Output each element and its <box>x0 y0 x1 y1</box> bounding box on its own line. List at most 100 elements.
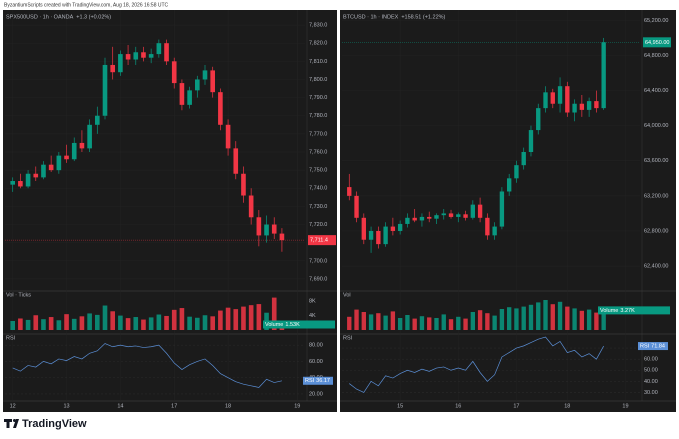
candle-body <box>354 195 359 218</box>
candle-body <box>279 233 285 241</box>
candle-body <box>48 164 54 171</box>
volume-bar <box>543 300 548 330</box>
rsi-title: RSI <box>343 335 353 341</box>
last-price-label: 7,711.4 <box>310 238 328 244</box>
volume-bar <box>456 316 461 330</box>
volume-last-label: 1.53K <box>285 322 300 328</box>
volume-bar <box>463 318 468 330</box>
x-tick-label: 13 <box>63 403 69 409</box>
volume-name: Volume <box>600 308 618 314</box>
candle-body <box>448 213 454 217</box>
y-tick-label: 7,740.0 <box>309 186 327 192</box>
tradingview-logo <box>4 419 19 428</box>
y-tick-label: 7,750.0 <box>309 168 327 174</box>
candle-body <box>601 42 606 109</box>
candle-body <box>506 178 512 192</box>
volume-bar <box>347 316 352 330</box>
candle-body <box>95 115 100 125</box>
candle-body <box>79 142 85 149</box>
candle-body <box>485 217 490 236</box>
volume-bar <box>448 319 454 330</box>
volume-bar <box>354 309 359 330</box>
volume-bar <box>79 316 85 330</box>
rsi-last-name: RSI <box>305 378 315 384</box>
candle-body <box>218 92 223 125</box>
x-tick-label: 14 <box>117 403 123 409</box>
volume-bar <box>550 304 555 330</box>
chart-title: SPX500USD · 1h · OANDA <box>6 14 74 20</box>
candle-body <box>225 124 231 149</box>
volume-tick-label: 4K <box>309 313 316 319</box>
logo-dot <box>13 419 16 422</box>
volume-bar <box>477 310 483 330</box>
volume-bar <box>521 306 526 330</box>
volume-bar <box>565 306 570 330</box>
candle-body <box>110 64 115 73</box>
volume-bar <box>434 318 439 330</box>
candle-body <box>419 216 425 221</box>
candle-body <box>256 217 262 236</box>
volume-bar <box>102 305 108 330</box>
candle-body <box>187 90 192 105</box>
y-tick-label: 62,800.00 <box>644 228 668 234</box>
footer-brand: TradingView <box>22 418 87 430</box>
rsi-line <box>12 343 282 388</box>
volume-bar <box>361 312 366 330</box>
volume-bar <box>376 313 381 330</box>
volume-bar <box>368 314 374 330</box>
volume-bar <box>33 315 39 330</box>
volume-bar <box>48 317 54 330</box>
volume-bar <box>25 319 31 330</box>
y-tick-label: 7,770.0 <box>309 131 327 137</box>
volume-bar <box>56 320 62 330</box>
volume-bar <box>256 304 262 330</box>
x-tick-label: 17 <box>513 403 519 409</box>
candle-body <box>383 226 388 245</box>
candle-body <box>572 103 577 113</box>
y-tick-label: 63,200.00 <box>644 193 668 199</box>
candle-body <box>210 70 215 93</box>
candle-body <box>171 61 177 84</box>
y-tick-label: 64,000.00 <box>644 123 668 129</box>
volume-last-box <box>263 320 335 329</box>
last-price-box <box>643 37 671 48</box>
volume-bar <box>271 297 277 330</box>
volume-bar <box>390 311 396 330</box>
candle-body <box>397 223 403 231</box>
volume-bar <box>470 312 476 330</box>
rsi-tick-label: 80.00 <box>309 343 323 349</box>
candle-body <box>195 79 200 91</box>
volume-bar <box>110 311 115 330</box>
y-tick-label: 64,400.00 <box>644 88 668 94</box>
rsi-last-box <box>303 376 333 385</box>
candle-body <box>141 52 146 58</box>
rsi-title: RSI <box>6 335 16 341</box>
volume-bar <box>499 309 505 330</box>
volume-last-label: 3.27K <box>620 308 635 314</box>
candle-body <box>543 92 548 109</box>
x-tick-label: 18 <box>564 403 570 409</box>
y-tick-label: 7,760.0 <box>309 149 327 155</box>
volume-bar <box>10 321 15 330</box>
candle-body <box>586 101 592 110</box>
y-tick-label: 7,700.0 <box>309 258 327 264</box>
candle-body <box>463 214 468 218</box>
volume-bar <box>506 307 512 330</box>
candle-body <box>71 142 77 160</box>
volume-title: Vol · Ticks <box>6 292 31 298</box>
volume-bar <box>156 314 162 330</box>
volume-bar <box>195 317 200 330</box>
volume-bar <box>405 315 410 330</box>
y-tick-label: 63,600.00 <box>644 158 668 164</box>
price-change: +1.3 (+0.02%) <box>76 14 111 20</box>
x-tick-label: 19 <box>294 403 300 409</box>
y-tick-label: 7,690.0 <box>309 276 327 282</box>
volume-last-box <box>598 306 670 315</box>
volume-bar <box>601 310 606 330</box>
volume-bar <box>171 309 177 330</box>
volume-bar <box>225 307 231 330</box>
x-tick-label: 18 <box>225 403 231 409</box>
y-tick-label: 7,780.0 <box>309 113 327 119</box>
candle-body <box>202 70 208 80</box>
rsi-line <box>349 336 604 393</box>
